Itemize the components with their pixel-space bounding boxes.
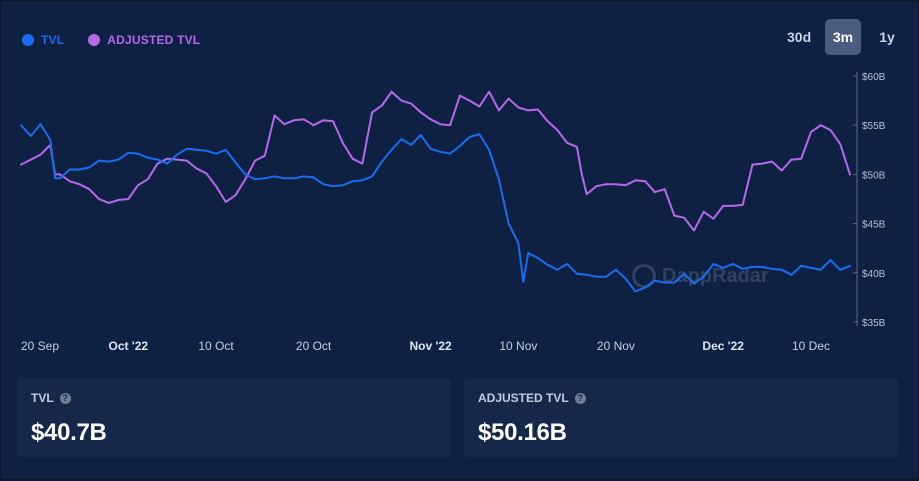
series-line-tvl[interactable] — [20, 123, 851, 293]
x-axis-ticks: 20 Sep Oct '22 10 Oct 20 Oct Nov '22 10 Nov 20… — [21, 339, 830, 353]
legend-item-tvl[interactable]: TVL — [22, 33, 64, 47]
y-axis-ticks: $35B $40B $45B $50B $55B $60B — [853, 72, 886, 329]
watermark: DappRadar — [632, 264, 769, 288]
x-tick-label: 10 Nov — [499, 339, 537, 353]
x-tick-label: Nov '22 — [410, 339, 453, 353]
tvl-card-title: TVL ? — [31, 391, 71, 405]
range-button-30d[interactable]: 30d — [781, 19, 817, 55]
legend-item-adjusted-tvl[interactable]: ADJUSTED TVL — [88, 33, 200, 47]
help-icon[interactable]: ? — [574, 392, 586, 404]
adjusted-tvl-card: ADJUSTED TVL ? $50.16B — [464, 379, 898, 457]
legend-label-tvl: TVL — [41, 33, 65, 47]
dappradar-logo-icon — [632, 264, 656, 288]
range-button-3m[interactable]: 3m — [825, 19, 861, 55]
x-tick-label: Oct '22 — [109, 339, 149, 353]
y-tick-label: $60B — [862, 72, 886, 83]
series-line-adjusted-tvl[interactable] — [20, 90, 851, 232]
x-tick-label: 20 Sep — [21, 339, 59, 353]
watermark-text: DappRadar — [662, 264, 769, 287]
series-layer — [20, 90, 851, 293]
tvl-card-value: $40.7B — [31, 419, 107, 446]
adjusted-tvl-card-title: ADJUSTED TVL ? — [478, 391, 586, 405]
help-icon[interactable]: ? — [59, 392, 71, 404]
tvl-card: TVL ? $40.7B — [17, 379, 451, 457]
x-tick-label: 10 Oct — [198, 339, 234, 353]
time-range-selector: 30d 3m 1y — [781, 19, 905, 55]
legend-dot-tvl — [22, 34, 34, 46]
x-tick-label: Dec '22 — [702, 339, 744, 353]
y-tick-label: $40B — [862, 269, 886, 280]
x-tick-label: 20 Oct — [296, 339, 332, 353]
y-tick-label: $50B — [862, 170, 886, 181]
tvl-card-title-text: TVL — [31, 391, 54, 405]
range-button-1y[interactable]: 1y — [869, 19, 905, 55]
chart-legend: TVL ADJUSTED TVL — [22, 33, 200, 47]
adjusted-tvl-card-value: $50.16B — [478, 419, 567, 446]
legend-label-adjusted-tvl: ADJUSTED TVL — [107, 33, 201, 47]
tvl-line-chart: $35B $40B $45B $50B $55B $60B 20 Sep Oct '22 10… — [20, 72, 886, 353]
y-tick-label: $35B — [862, 318, 886, 329]
legend-dot-adjusted-tvl — [88, 34, 101, 46]
y-tick-label: $55B — [862, 121, 886, 132]
adjusted-tvl-card-title-text: ADJUSTED TVL — [478, 391, 569, 405]
x-tick-label: 10 Dec — [792, 339, 830, 353]
y-tick-label: $45B — [862, 220, 886, 231]
x-tick-label: 20 Nov — [597, 339, 635, 353]
